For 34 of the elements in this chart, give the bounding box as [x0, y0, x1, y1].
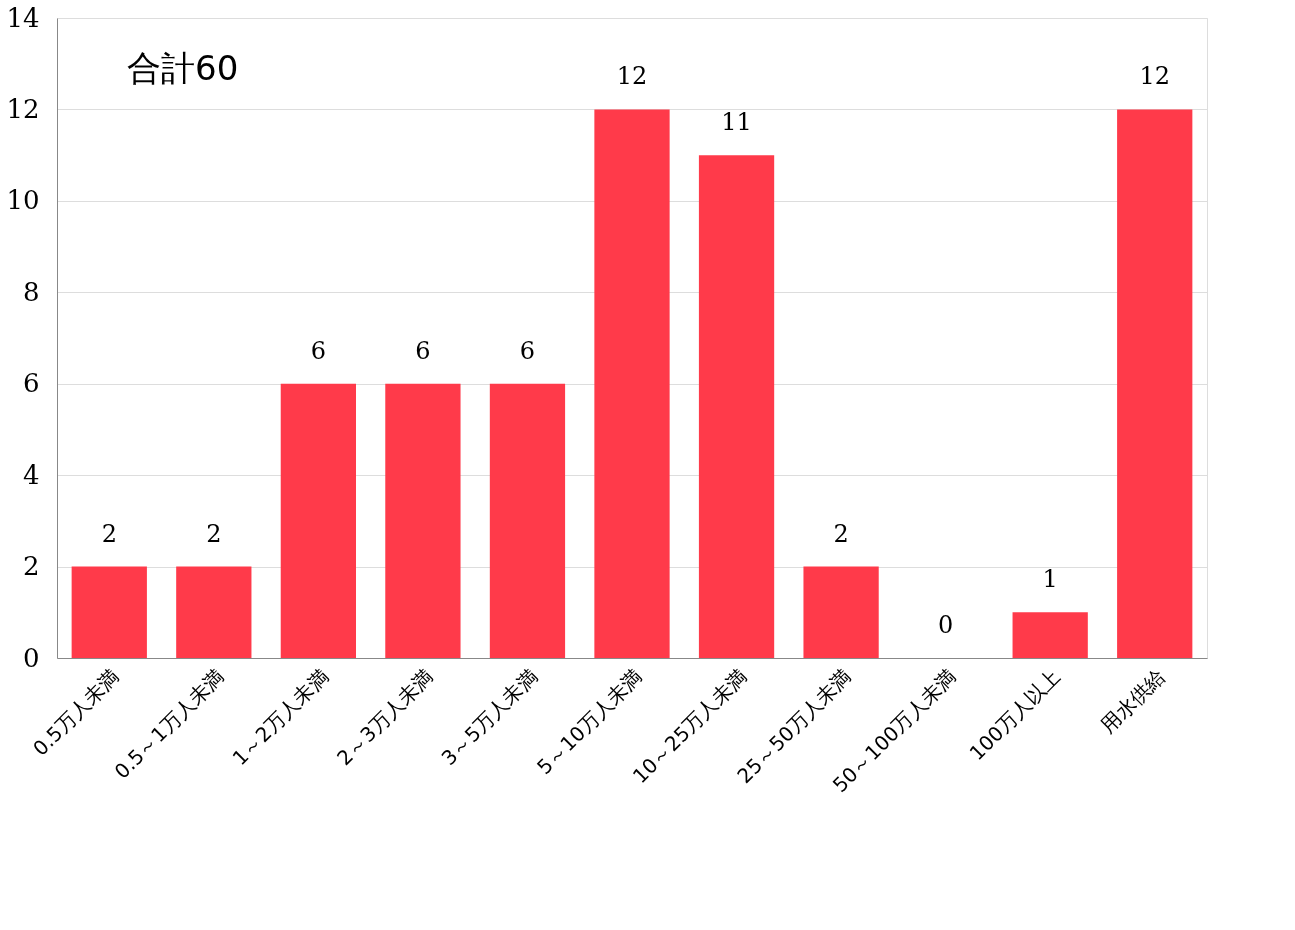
y-tick-label: 4 — [22, 459, 40, 490]
bar — [489, 383, 566, 658]
data-label: 12 — [1139, 62, 1170, 91]
x-tick-label: 2～3万人未満 — [332, 664, 438, 771]
data-label: 2 — [101, 519, 117, 548]
data-label: 12 — [616, 62, 648, 91]
bar — [280, 383, 356, 658]
x-tick-label: 用水供給 — [1096, 664, 1170, 738]
y-tick-label: 0 — [22, 642, 40, 673]
y-tick-label: 10 — [6, 185, 40, 216]
bar — [1117, 109, 1193, 658]
data-label: 11 — [721, 108, 752, 137]
data-label: 1 — [1042, 565, 1058, 594]
data-label: 6 — [415, 336, 431, 365]
y-tick-label: 14 — [6, 2, 40, 33]
x-tick-label: 100万人以上 — [964, 664, 1066, 765]
bar — [803, 566, 879, 658]
data-label: 2 — [206, 519, 222, 548]
y-tick-label: 6 — [22, 368, 40, 399]
bar — [71, 566, 147, 658]
y-tick-label: 2 — [22, 551, 40, 582]
x-tick-label: 1～2万人未満 — [227, 664, 334, 771]
annotation: 合計60 — [127, 48, 239, 88]
data-label: 6 — [310, 336, 326, 365]
bar — [698, 155, 775, 658]
bar — [594, 109, 670, 658]
bar — [1012, 612, 1088, 658]
y-tick-label: 8 — [22, 276, 40, 307]
data-label: 0 — [938, 611, 954, 639]
data-label: 2 — [833, 519, 849, 548]
bar — [176, 566, 252, 658]
bar — [385, 383, 461, 658]
data-label: 6 — [519, 336, 536, 365]
y-tick-label: 12 — [6, 93, 40, 124]
